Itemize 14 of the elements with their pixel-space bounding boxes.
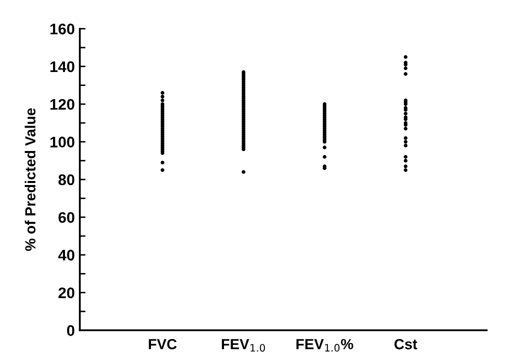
- x-tick-label: FEV$_{1.0}$: [222, 339, 265, 352]
- y-tick-label: 140: [50, 61, 74, 72]
- y-tick-label: 160: [50, 24, 74, 34]
- y-tick-label: 0: [67, 325, 74, 336]
- y-tick-label: 120: [50, 98, 74, 110]
- y-tick-label: 80: [58, 174, 74, 186]
- y-axis-title: % of Predicted Value: [24, 108, 36, 251]
- y-tick-label: 60: [58, 212, 74, 223]
- x-tick-label: Cst: [394, 339, 418, 350]
- y-tick-label: 100: [50, 136, 74, 148]
- x-tick-label: FEV$_{1.0}$%: [296, 338, 354, 352]
- y-tick-label: 40: [58, 250, 74, 261]
- x-tick-label: FVC: [148, 339, 177, 350]
- y-tick-label: 20: [58, 287, 74, 298]
